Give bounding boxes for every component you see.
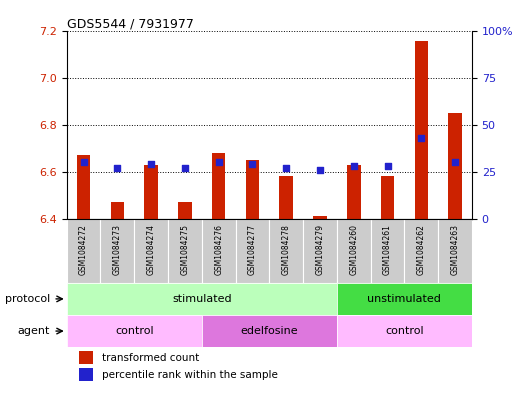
Text: GSM1084261: GSM1084261 <box>383 224 392 275</box>
Bar <box>370 219 404 283</box>
Bar <box>111 202 124 219</box>
Point <box>214 159 223 165</box>
Bar <box>415 41 428 219</box>
Text: unstimulated: unstimulated <box>367 294 441 304</box>
Bar <box>79 368 93 381</box>
Text: GSM1084273: GSM1084273 <box>113 224 122 275</box>
Text: stimulated: stimulated <box>172 294 231 304</box>
Point <box>451 159 459 165</box>
Bar <box>313 216 327 219</box>
Point <box>383 163 391 169</box>
Bar <box>67 219 101 283</box>
Bar <box>381 176 394 219</box>
Point <box>316 167 324 173</box>
Text: GSM1084274: GSM1084274 <box>147 224 155 275</box>
Point <box>282 165 290 171</box>
Text: GSM1084272: GSM1084272 <box>79 224 88 275</box>
Bar <box>347 165 361 219</box>
Point <box>350 163 358 169</box>
Bar <box>79 351 93 364</box>
Bar <box>168 219 202 283</box>
Bar <box>77 155 90 219</box>
Bar <box>438 219 472 283</box>
Text: control: control <box>385 326 424 336</box>
Bar <box>303 219 337 283</box>
Point <box>417 135 425 141</box>
Bar <box>144 165 158 219</box>
Text: GDS5544 / 7931977: GDS5544 / 7931977 <box>67 17 193 30</box>
Bar <box>337 283 472 315</box>
Text: edelfosine: edelfosine <box>241 326 298 336</box>
Bar <box>67 283 337 315</box>
Text: GSM1084278: GSM1084278 <box>282 224 291 275</box>
Text: GSM1084275: GSM1084275 <box>181 224 189 275</box>
Bar <box>235 219 269 283</box>
Text: GSM1084279: GSM1084279 <box>315 224 325 275</box>
Bar <box>178 202 192 219</box>
Bar <box>67 315 202 347</box>
Bar <box>202 315 337 347</box>
Text: GSM1084260: GSM1084260 <box>349 224 358 275</box>
Text: protocol: protocol <box>5 294 50 304</box>
Text: GSM1084276: GSM1084276 <box>214 224 223 275</box>
Bar <box>337 315 472 347</box>
Point <box>113 165 122 171</box>
Point <box>147 161 155 167</box>
Bar <box>448 113 462 219</box>
Bar <box>404 219 438 283</box>
Bar <box>337 219 370 283</box>
Text: GSM1084277: GSM1084277 <box>248 224 257 275</box>
Bar <box>202 219 235 283</box>
Bar <box>280 176 293 219</box>
Text: agent: agent <box>17 326 50 336</box>
Bar <box>269 219 303 283</box>
Point <box>80 159 88 165</box>
Bar <box>246 160 259 219</box>
Bar <box>212 153 225 219</box>
Bar <box>134 219 168 283</box>
Text: GSM1084262: GSM1084262 <box>417 224 426 275</box>
Text: transformed count: transformed count <box>102 353 199 363</box>
Point <box>181 165 189 171</box>
Point <box>248 161 256 167</box>
Text: GSM1084263: GSM1084263 <box>450 224 460 275</box>
Text: control: control <box>115 326 153 336</box>
Bar <box>101 219 134 283</box>
Text: percentile rank within the sample: percentile rank within the sample <box>102 370 278 380</box>
